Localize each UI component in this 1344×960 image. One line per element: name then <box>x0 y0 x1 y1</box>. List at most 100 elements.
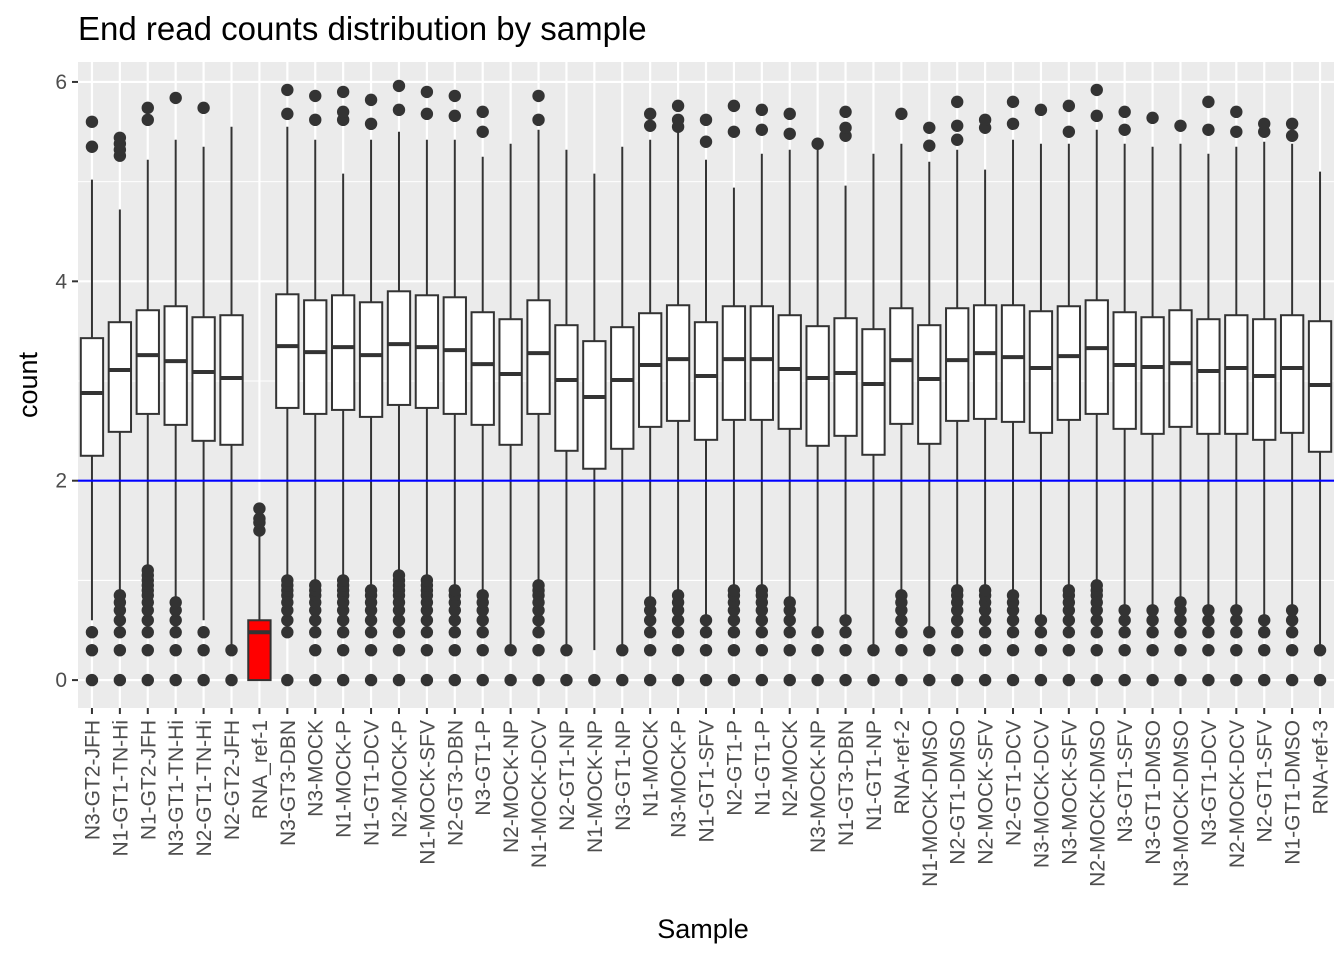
outlier-point <box>336 643 350 657</box>
outlier-point <box>1258 117 1271 131</box>
outlier-point <box>755 103 769 117</box>
outlier-point <box>1174 673 1187 687</box>
x-tick-label: N3-GT1-DMSO <box>1142 720 1165 865</box>
x-tick-label: N2-MOCK <box>779 720 802 817</box>
outlier-point <box>1285 604 1299 617</box>
x-tick-label: RNA_ref-1 <box>249 720 272 819</box>
outlier-point <box>197 643 210 657</box>
outlier-point <box>951 673 964 687</box>
outlier-point <box>448 109 461 123</box>
outlier-point <box>783 673 796 687</box>
outlier-point <box>1118 643 1131 657</box>
box-N3-GT2-JFH <box>79 115 105 687</box>
outlier-point <box>364 584 378 597</box>
outlier-point <box>392 673 406 687</box>
outlier-point <box>532 673 545 687</box>
box-N1-MOCK-NP <box>582 173 607 687</box>
x-tick-label: N3-GT1-P <box>472 720 495 816</box>
outlier-point <box>1285 673 1299 687</box>
box-N2-GT1-P <box>721 99 747 687</box>
outlier-point <box>839 121 852 134</box>
box-body <box>638 312 663 428</box>
outlier-point <box>978 614 992 627</box>
box-N2-GT1-NP <box>554 149 579 687</box>
y-axis-ticks: 0 2 4 6 <box>55 71 78 692</box>
outlier-point <box>141 113 154 127</box>
outlier-point <box>699 135 713 148</box>
box-N2-MOCK <box>777 107 802 687</box>
outlier-point <box>699 643 713 657</box>
outlier-point <box>113 673 127 687</box>
outlier-point <box>392 643 406 657</box>
outlier-point <box>336 85 350 99</box>
outlier-point <box>113 131 127 144</box>
outlier-point <box>699 673 713 687</box>
x-tick-label: N3-MOCK-SFV <box>1058 720 1081 865</box>
outlier-point <box>420 574 434 587</box>
outlier-point <box>309 626 322 639</box>
box-N3-MOCK-DMSO <box>1168 119 1193 687</box>
box-N1-MOCK-P <box>330 85 356 687</box>
outlier-point <box>1313 643 1327 657</box>
outlier-point <box>197 626 210 639</box>
outlier-point <box>420 107 434 121</box>
box-N3-GT1-P <box>470 105 495 687</box>
box-N3-MOCK-NP <box>805 137 830 687</box>
box-N1-GT1-SFV <box>693 113 719 687</box>
x-tick-label: N1-GT1-NP <box>863 720 886 831</box>
box-body <box>721 305 747 421</box>
outlier-point <box>141 101 154 115</box>
outlier-point <box>1062 584 1076 597</box>
box-body <box>610 326 635 450</box>
outlier-point <box>85 643 99 657</box>
box-N2-MOCK-SFV <box>972 113 998 687</box>
outlier-point <box>113 614 127 627</box>
box-body <box>163 305 188 426</box>
x-axis-title: Sample <box>657 914 749 944</box>
x-tick-label: N1-MOCK-DMSO <box>919 720 942 887</box>
outlier-point <box>197 101 210 115</box>
box-N2-GT1-DCV <box>1000 95 1026 687</box>
outlier-point <box>895 614 908 627</box>
x-tick-label: N1-GT3-DBN <box>835 720 858 846</box>
outlier-point <box>727 626 741 639</box>
box-body <box>303 299 328 415</box>
outlier-point <box>1146 604 1159 617</box>
box-N3-MOCK-DCV <box>1028 103 1054 687</box>
outlier-point <box>1174 119 1187 133</box>
outlier-point <box>85 626 99 639</box>
box-N3-MOCK-SFV <box>1056 99 1082 687</box>
outlier-point <box>923 643 936 657</box>
outlier-point <box>755 584 769 597</box>
box-N1-GT1-P <box>749 103 774 687</box>
outlier-point <box>448 584 461 597</box>
outlier-point <box>1202 123 1215 136</box>
outlier-point <box>755 673 769 687</box>
box-body <box>693 321 719 441</box>
outlier-point <box>1006 117 1020 131</box>
outlier-point <box>476 673 489 687</box>
outlier-point <box>811 137 824 150</box>
outlier-point <box>867 643 880 657</box>
outlier-point <box>895 643 908 657</box>
box-body <box>1168 309 1193 428</box>
outlier-point <box>923 139 936 152</box>
outlier-point <box>1230 626 1243 639</box>
outlier-point <box>448 643 461 657</box>
box-body <box>442 296 467 415</box>
box-body <box>386 290 412 406</box>
outlier-point <box>1202 643 1215 657</box>
outlier-point <box>671 643 685 657</box>
outlier-point <box>1313 673 1327 687</box>
outlier-point <box>839 673 852 687</box>
box-N3-MOCK-P <box>665 99 691 687</box>
outlier-point <box>364 626 378 639</box>
outlier-point <box>1090 626 1103 639</box>
outlier-point <box>309 673 322 687</box>
outlier-point <box>364 93 378 107</box>
x-tick-label: N3-GT3-DBN <box>277 720 300 846</box>
x-tick-label: N1-MOCK-SFV <box>416 720 439 865</box>
box-body <box>1028 310 1054 434</box>
x-tick-label: N2-GT1-SFV <box>1254 720 1277 843</box>
outlier-point <box>839 614 852 627</box>
